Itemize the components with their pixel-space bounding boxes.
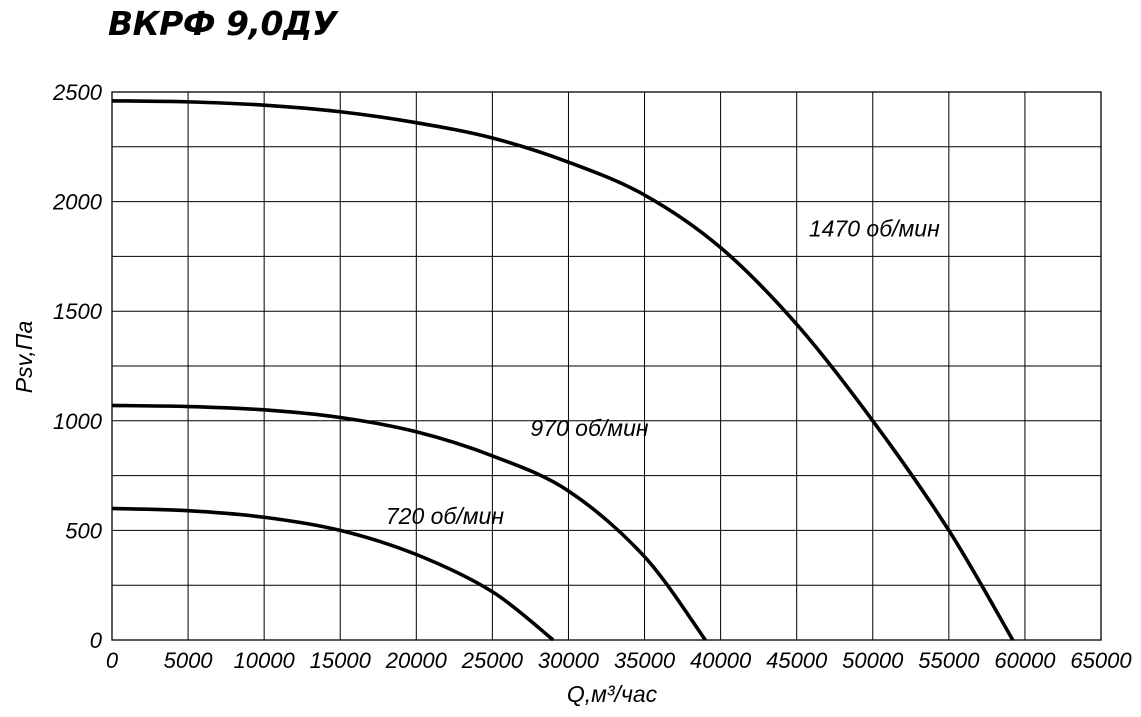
y-tick-labels: 0 500 1000 1500 2000 2500 [52,80,103,653]
series-label-0: 1470 об/мин [809,216,940,242]
y-tick-label: 0 [90,628,103,653]
series-label-1: 970 об/мин [530,415,648,441]
y-tick-label: 1000 [53,409,103,434]
series-curve-0 [111,98,1015,641]
x-tick-label: 50000 [842,648,904,673]
series-label-2: 720 об/мин [386,503,504,529]
x-tick-label: 25000 [461,648,524,673]
series-curve-1 [111,403,707,642]
x-tick-label: 10000 [234,648,296,673]
x-tick-label: 35000 [614,648,676,673]
y-axis-label: Psv,Па [11,321,37,393]
x-tick-label: 20000 [385,648,448,673]
y-tick-label: 2000 [52,190,103,215]
x-tick-label: 45000 [766,648,828,673]
x-tick-labels: 0 5000 10000 15000 20000 25000 30000 35000 40000… [106,648,1132,673]
series-curves [111,98,1015,642]
x-tick-label: 40000 [690,648,752,673]
x-tick-label: 60000 [994,648,1056,673]
grid [111,91,1102,641]
series-curve-2 [111,506,555,642]
series-labels: 1470 об/мин 970 об/мин 720 об/мин [386,216,940,529]
x-tick-label: 65000 [1070,648,1132,673]
y-tick-label: 1500 [53,299,103,324]
x-axis-label: Q,м³/час [567,681,658,707]
x-tick-label: 15000 [310,648,372,673]
y-tick-label: 500 [65,518,102,543]
x-tick-label: 55000 [918,648,980,673]
x-tick-label: 30000 [538,648,600,673]
y-tick-label: 2500 [52,80,103,105]
x-tick-label: 0 [106,648,119,673]
x-tick-label: 5000 [164,648,214,673]
chart-title: ВКРФ 9,0ДУ [108,4,337,43]
